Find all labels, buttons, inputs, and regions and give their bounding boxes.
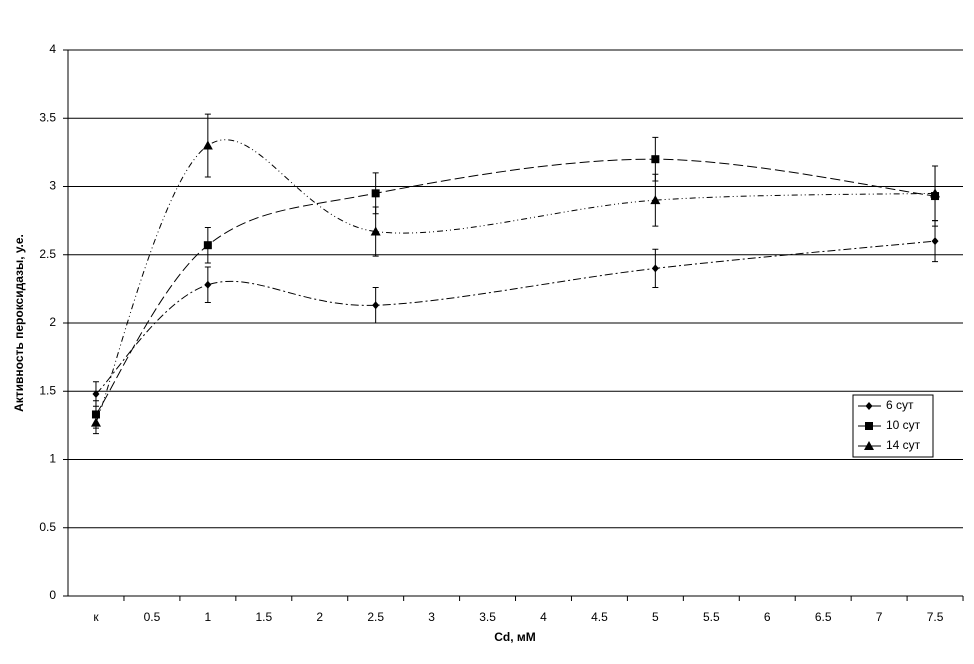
legend-label: 14 сут [886,438,921,452]
y-tick-label: 0 [49,588,56,602]
x-tick-label: 5.5 [703,610,720,624]
marker [931,237,939,246]
marker [370,226,381,236]
y-tick-label: 1.5 [39,383,56,397]
x-tick-label: 3 [428,610,435,624]
x-tick-label: 7.5 [927,610,944,624]
x-tick-label: 2.5 [367,610,384,624]
y-axis-title: Активность пероксидазы, у.е. [12,234,26,412]
marker [371,189,380,198]
series-line [95,240,936,395]
x-tick-label: 6 [764,610,771,624]
y-tick-label: 0.5 [39,520,56,534]
marker [372,301,380,310]
x-tick-label: 6.5 [815,610,832,624]
y-tick-label: 3 [49,179,56,193]
x-tick-label: 2 [316,610,323,624]
marker [864,441,874,450]
series-line [95,158,936,415]
x-tick-label: 7 [876,610,883,624]
y-tick-label: 4 [49,42,56,56]
y-tick-label: 2.5 [39,247,56,261]
x-axis-title: Cd, мМ [494,630,536,644]
series-line [95,139,936,423]
x-tick-label: 4 [540,610,547,624]
marker [651,264,659,273]
marker [204,280,212,289]
marker [90,417,101,427]
x-tick-label: 0.5 [144,610,161,624]
y-tick-label: 2 [49,315,56,329]
legend-label: 6 сут [886,398,914,412]
x-tick-label: к [93,610,99,624]
marker [203,241,212,250]
marker [202,140,213,150]
x-tick-label: 1 [205,610,212,624]
x-tick-label: 1.5 [255,610,272,624]
x-tick-label: 5 [652,610,659,624]
y-tick-label: 3.5 [39,110,56,124]
legend: 6 сут 10 сут 14 сут [852,394,934,458]
y-tick-label: 1 [49,452,56,466]
marker [865,422,873,430]
legend-label: 10 сут [886,418,921,432]
x-tick-label: 4.5 [591,610,608,624]
marker [650,195,661,205]
marker [865,402,873,410]
marker [92,389,100,398]
marker [930,188,941,198]
marker [651,155,660,164]
x-tick-label: 3.5 [479,610,496,624]
